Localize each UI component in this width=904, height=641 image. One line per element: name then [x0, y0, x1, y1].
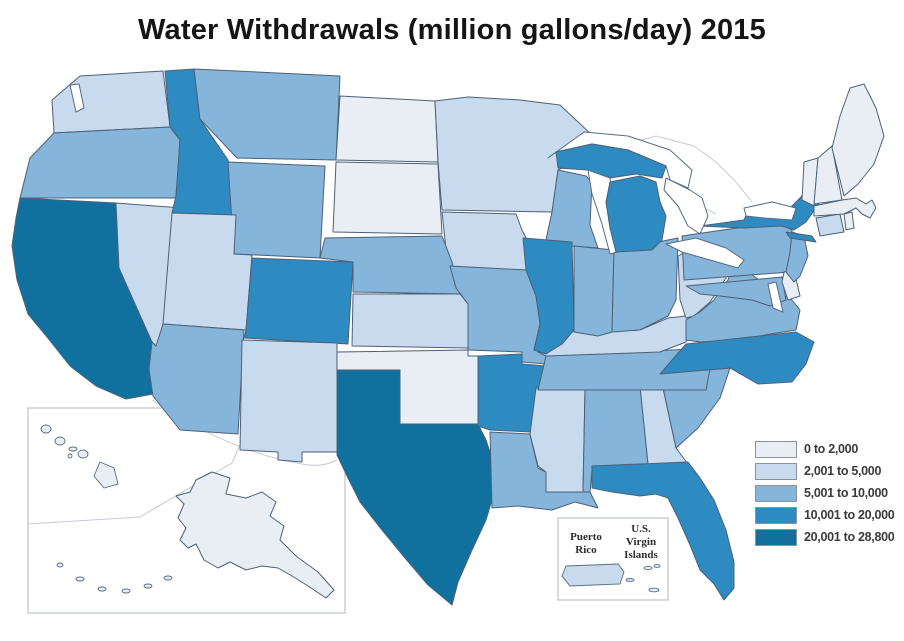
legend-label: 0 to 2,000	[804, 442, 858, 456]
aleutian-islands	[56, 562, 173, 594]
state-ne	[319, 235, 461, 295]
state-wa	[51, 70, 171, 134]
puerto-rico-label-line2: Rico	[575, 544, 597, 556]
chesapeake-bay	[767, 281, 784, 313]
legend-row: 5,001 to 10,000	[755, 482, 894, 504]
state-ri	[843, 211, 855, 231]
state-in	[573, 245, 615, 337]
lake-erie	[665, 237, 745, 269]
legend-swatch-20001-28800	[755, 528, 797, 546]
legend-label: 20,001 to 28,800	[804, 530, 895, 544]
st-croix-island	[648, 587, 660, 593]
state-wi	[544, 169, 599, 249]
vieques-island	[625, 577, 635, 583]
lake-huron	[663, 177, 709, 235]
hawaii-islands	[40, 424, 119, 489]
st-john-island	[653, 564, 661, 568]
state-tx	[336, 369, 493, 606]
state-nh	[813, 145, 843, 205]
state-nm	[239, 339, 338, 463]
state-ia	[441, 211, 531, 271]
lake-ontario	[743, 201, 797, 221]
legend-row: 10,001 to 20,000	[755, 504, 895, 526]
state-ak	[175, 471, 335, 599]
legend-swatch-10001-20000	[755, 506, 797, 524]
state-mi-upper-peninsula	[555, 143, 667, 179]
map-title: Water Withdrawals (million gallons/day) …	[138, 14, 766, 46]
ontario-shore-outline	[613, 135, 753, 203]
hawaii-big-island	[93, 461, 119, 489]
legend-row: 2,001 to 5,000	[755, 460, 894, 482]
legend-row: 0 to 2,000	[755, 438, 894, 460]
map-legend: 0 to 2,000 2,001 to 5,000 5,001 to 10,00…	[755, 438, 895, 548]
state-il	[522, 237, 575, 355]
state-ct	[815, 213, 845, 237]
state-or	[19, 126, 181, 199]
puget-sound	[69, 83, 85, 113]
state-sd	[332, 161, 443, 235]
legend-row: 20,001 to 28,800	[755, 526, 895, 548]
puerto-rico-island	[561, 563, 625, 587]
legend-label: 10,001 to 20,000	[804, 508, 895, 522]
state-vt	[801, 157, 819, 207]
state-nc	[659, 331, 815, 385]
state-ks	[351, 293, 469, 349]
legend-swatch-0-2000	[755, 440, 797, 458]
state-wy	[227, 161, 326, 259]
legend-swatch-2001-5000	[755, 462, 797, 480]
virgin-islands-label-line2: Virgin	[626, 536, 656, 548]
puerto-rico-inset-box	[557, 517, 669, 601]
long-island	[785, 231, 817, 243]
state-me	[831, 83, 885, 197]
puerto-rico-label-line1: Puerto	[570, 531, 602, 543]
state-nd	[335, 95, 439, 163]
legend-swatch-5001-10000	[755, 484, 797, 502]
state-fl	[591, 461, 735, 601]
legend-label: 5,001 to 10,000	[804, 486, 888, 500]
state-ma	[813, 197, 877, 219]
state-mt	[193, 68, 341, 161]
state-mi-lower-peninsula	[605, 175, 667, 253]
state-co	[243, 257, 354, 345]
virgin-islands-label-line3: Islands	[624, 549, 658, 561]
virgin-islands-label-line1: U.S.	[631, 523, 651, 535]
legend-label: 2,001 to 5,000	[804, 464, 882, 478]
st-thomas-island	[643, 565, 653, 571]
